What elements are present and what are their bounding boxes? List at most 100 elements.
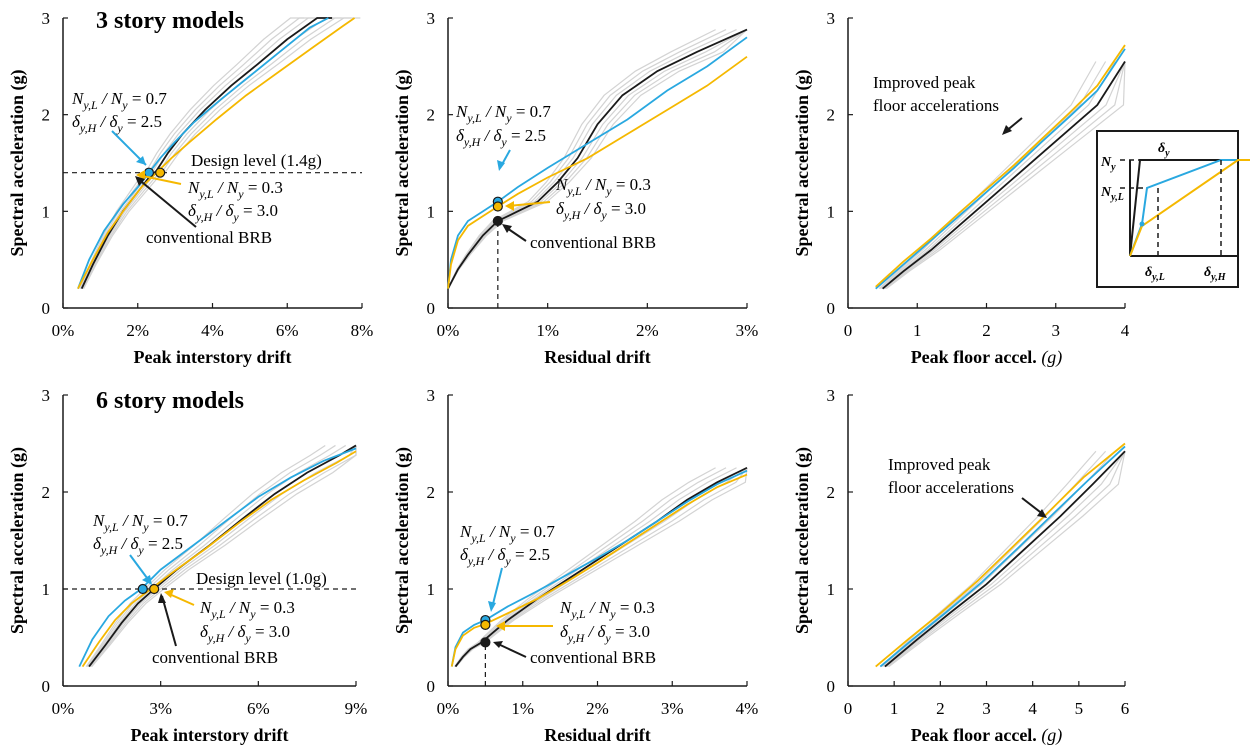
ratio07-series-line (77, 17, 329, 289)
ratio07-marker (137, 583, 148, 595)
improved-accel-label-line1: Improved peak (873, 73, 976, 92)
x-tick-label: 0% (437, 321, 460, 340)
y-tick-label: 0 (827, 677, 836, 696)
ratio03-marker (480, 619, 491, 630)
y-axis-label: Spectral acceleration (g) (392, 447, 413, 634)
background-run-line (83, 17, 361, 289)
y-tick-label: 1 (827, 202, 836, 221)
x-tick-label: 3% (661, 699, 684, 718)
conventional-arrow (136, 177, 197, 228)
ratio07-arrowhead (142, 575, 152, 585)
ratio03-arrowhead (136, 170, 145, 180)
background-run-line (888, 451, 1126, 668)
ratio07-label-n: Ny,L / Ny = 0.7 (459, 522, 555, 545)
conventional-series-line (447, 28, 748, 290)
y-axis-label: Spectral acceleration (g) (392, 70, 413, 257)
y-tick-label: 3 (42, 386, 51, 405)
ratio03-series-line (77, 17, 356, 290)
annotation-group-p3: Improved peak floor accelerations (873, 73, 1023, 135)
background-run-line (79, 17, 304, 289)
conventional-brb-label: conventional BRB (530, 233, 656, 252)
conventional-arrowhead (502, 224, 512, 233)
background-run-line (885, 450, 1126, 668)
background-run-line (878, 61, 1097, 290)
ratio07-arrowhead (136, 156, 146, 165)
ratio07-arrow (491, 567, 503, 609)
background-run-line (447, 29, 716, 289)
y-tick-label: 0 (427, 299, 436, 318)
ratio03-marker (149, 583, 160, 595)
annotation-group-p4: 6 story models Design level (1.0g) Ny,L … (92, 388, 327, 667)
y-tick-label: 2 (42, 106, 51, 125)
conventional-arrowhead (493, 641, 503, 648)
ratio07-arrowhead (497, 160, 505, 171)
x-tick-label: 3% (736, 321, 759, 340)
x-tick-label: 6 (1121, 699, 1130, 718)
y-tick-label: 2 (827, 106, 836, 125)
x-tick-label: 8% (351, 321, 374, 340)
background-run-line (79, 17, 314, 289)
x-axis-label: Peak floor accel. (g) (911, 725, 1063, 746)
y-axis-label: Spectral acceleration (g) (7, 70, 28, 257)
y-tick-label: 1 (42, 580, 51, 599)
panel-title-3-story: 3 story models (96, 8, 244, 34)
annotation-group-p6: Improved peak floor accelerations (888, 455, 1047, 518)
ratio03-arrow (137, 174, 182, 185)
x-tick-label: 0% (52, 321, 75, 340)
x-axis-label: Residual drift (544, 725, 651, 745)
conventional-arrow (495, 642, 527, 658)
ratio03-arrow (507, 201, 551, 207)
x-tick-label: 0% (437, 699, 460, 718)
y-axis-label: Spectral acceleration (g) (792, 70, 813, 257)
y-tick-label: 0 (42, 299, 51, 318)
ratio07-label-delta: δy,H / δy = 2.5 (460, 545, 550, 568)
improved-accel-label-line1: Improved peak (888, 455, 991, 474)
x-tick-label: 5 (1075, 699, 1084, 718)
y-tick-label: 1 (827, 580, 836, 599)
background-run-line (87, 444, 347, 667)
ratio03-label-n: Ny,L / Ny = 0.3 (187, 178, 283, 201)
ratio03-label-n: Ny,L / Ny = 0.3 (559, 598, 655, 621)
inset-point (1139, 221, 1145, 227)
ratio03-marker (492, 201, 503, 212)
ratio03-marker (155, 167, 166, 178)
chart-panel-6story-residual-drift: 0% 1% 2% 3% 4% 0 1 2 3 Residual drift Spectral acc… (392, 386, 758, 745)
background-run-line (455, 467, 748, 667)
conventional-brb-label: conventional BRB (146, 228, 272, 247)
ratio07-label-n: Ny,L / Ny = 0.7 (71, 89, 167, 112)
ratio03-series-line (450, 473, 748, 667)
annotation-group-p2: Ny,L / Ny = 0.7 δy,H / δy = 2.5 Ny,L / N… (455, 102, 656, 252)
background-run-line (447, 29, 727, 289)
x-tick-label: 3 (1052, 321, 1061, 340)
design-level-label: Design level (1.4g) (191, 151, 322, 170)
ratio03-arrowhead (164, 589, 174, 598)
ratio07-series-line (78, 447, 357, 667)
x-tick-label: 1 (913, 321, 922, 340)
ratio07-label-delta: δy,H / δy = 2.5 (456, 126, 546, 149)
chart-panel-6story-floor-accel: 0 1 2 3 4 5 6 0 1 2 3 Peak floor accel. (g) Spectral… (792, 386, 1129, 746)
conventional-brb-label: conventional BRB (152, 648, 278, 667)
y-tick-label: 0 (42, 677, 51, 696)
background-run-line (89, 445, 357, 667)
ratio03-series-line (81, 450, 357, 668)
inset-label-ny: Ny (1100, 155, 1116, 173)
background-run-line (86, 444, 336, 667)
ratio07-series-line (450, 469, 748, 667)
x-tick-label: 2 (936, 699, 945, 718)
ratio03-arrowhead (496, 621, 505, 631)
x-axis-label: Peak floor accel. (g) (911, 347, 1063, 368)
chart-panel-3story-interstory-drift: 0% 2% 4% 6% 8% 0 1 2 3 Peak interstory drift Spect… (7, 9, 373, 367)
x-tick-label: 4% (736, 699, 759, 718)
conventional-series-line (80, 17, 333, 290)
ratio03-series-line (875, 44, 1126, 288)
background-run-line (883, 61, 1126, 290)
x-tick-label: 4% (201, 321, 224, 340)
inset-schematic: Ny Ny,L δy δy,L δy,H (1096, 130, 1250, 288)
ratio03-series-line (875, 442, 1126, 668)
conventional-marker (480, 637, 491, 648)
x-tick-label: 1% (511, 699, 534, 718)
improved-accel-arrowhead (1002, 125, 1012, 135)
x-tick-label: 9% (345, 699, 368, 718)
x-axis-label: Residual drift (544, 347, 651, 367)
conventional-series-line (884, 450, 1126, 668)
